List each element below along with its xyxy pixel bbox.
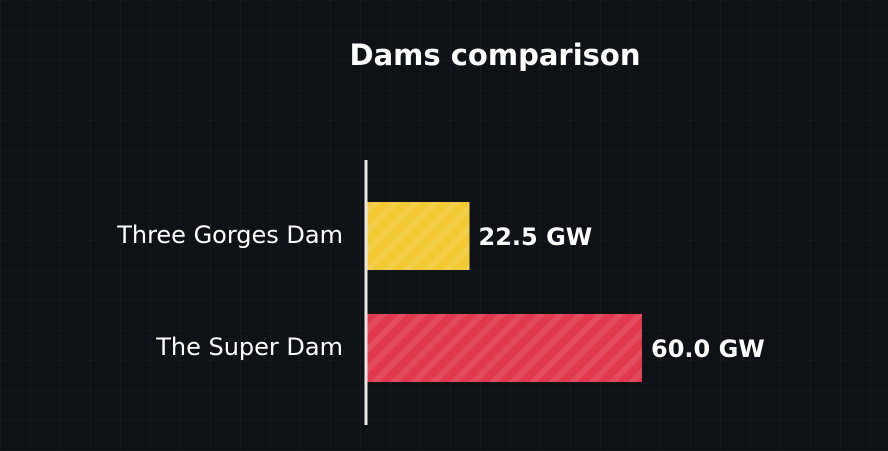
plot-area: Three Gorges Dam 22.5 GW The Super Dam 60.0… [116,202,765,382]
y-tick-label: The Super Dam [155,333,343,361]
chart-title: Dams comparison [350,38,641,72]
value-label: 60.0 GW [651,335,765,363]
bar-stripes [366,202,470,270]
bar-stripes [366,314,642,382]
value-label: 22.5 GW [479,223,593,251]
y-tick-label: Three Gorges Dam [116,221,343,249]
